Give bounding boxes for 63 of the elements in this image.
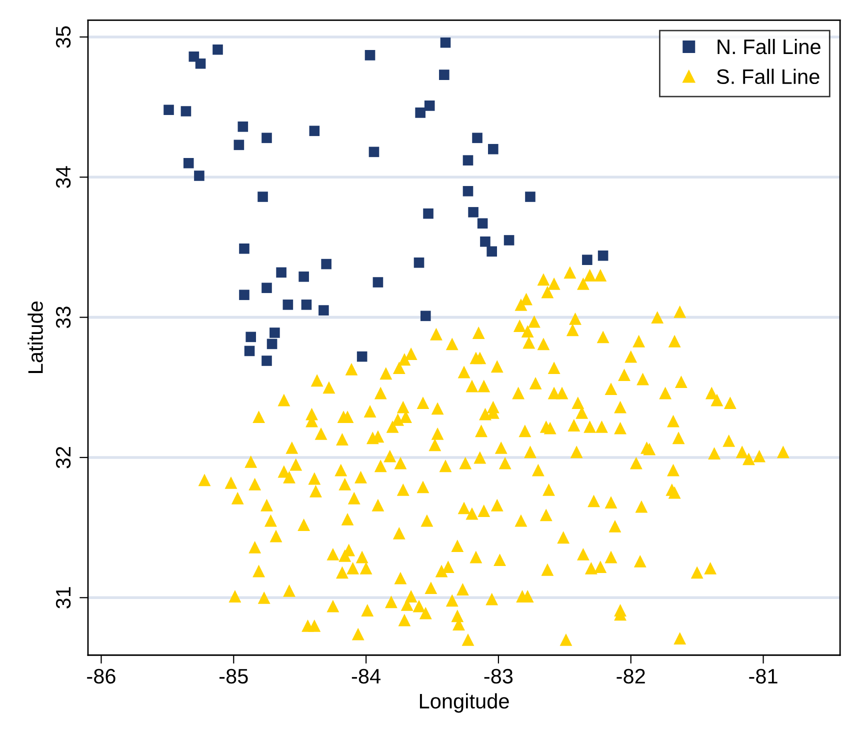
x-tick-label: -82 <box>616 668 645 684</box>
point <box>488 144 498 154</box>
point <box>244 346 255 356</box>
x-tick-label: -83 <box>484 668 513 684</box>
point <box>246 332 256 342</box>
point <box>525 192 536 202</box>
point <box>420 310 431 322</box>
x-axis-title: Longitude <box>420 693 509 713</box>
point <box>423 208 434 219</box>
legend-label: N. Fall Line <box>718 38 820 54</box>
x-tick-label: -84 <box>352 668 380 684</box>
x-tick-label: -85 <box>220 668 248 684</box>
point <box>309 126 320 136</box>
point <box>195 58 206 69</box>
point <box>238 122 248 132</box>
point <box>372 277 384 288</box>
y-tick-label: 35 <box>56 26 71 48</box>
y-axis-title: Latitude <box>28 302 43 373</box>
x-tick-label: -86 <box>87 668 116 684</box>
point <box>266 338 278 350</box>
point <box>180 106 192 116</box>
legend-label: S. Fall Line <box>716 68 820 84</box>
point <box>582 254 592 266</box>
point <box>234 140 244 150</box>
point <box>414 258 424 268</box>
point <box>440 37 451 48</box>
point <box>301 300 312 310</box>
point <box>321 258 332 270</box>
point <box>239 243 250 254</box>
point <box>364 50 376 60</box>
y-tick-label: 31 <box>56 587 71 608</box>
point <box>462 186 474 196</box>
point <box>298 272 309 282</box>
point <box>258 192 268 202</box>
point <box>164 104 174 116</box>
point <box>480 236 490 247</box>
point <box>270 328 280 338</box>
point <box>212 44 223 55</box>
point <box>472 132 482 144</box>
point <box>262 282 272 294</box>
point <box>415 108 426 118</box>
x-tick-label: -81 <box>749 668 778 684</box>
point <box>318 305 329 316</box>
point <box>468 207 478 218</box>
point <box>262 356 272 366</box>
point <box>282 300 294 310</box>
point <box>439 70 450 80</box>
y-tick-label: 33 <box>56 306 71 328</box>
point <box>276 267 286 278</box>
point <box>356 351 368 362</box>
point <box>504 235 514 246</box>
point <box>262 132 272 144</box>
y-tick-label: 34 <box>56 166 71 188</box>
point <box>477 218 488 229</box>
point <box>368 146 380 158</box>
point <box>424 100 435 111</box>
point <box>462 155 474 166</box>
point <box>194 170 204 181</box>
point <box>183 158 194 168</box>
point <box>239 290 250 300</box>
y-tick-label: 32 <box>56 446 71 468</box>
point <box>486 246 497 257</box>
point <box>598 250 608 261</box>
